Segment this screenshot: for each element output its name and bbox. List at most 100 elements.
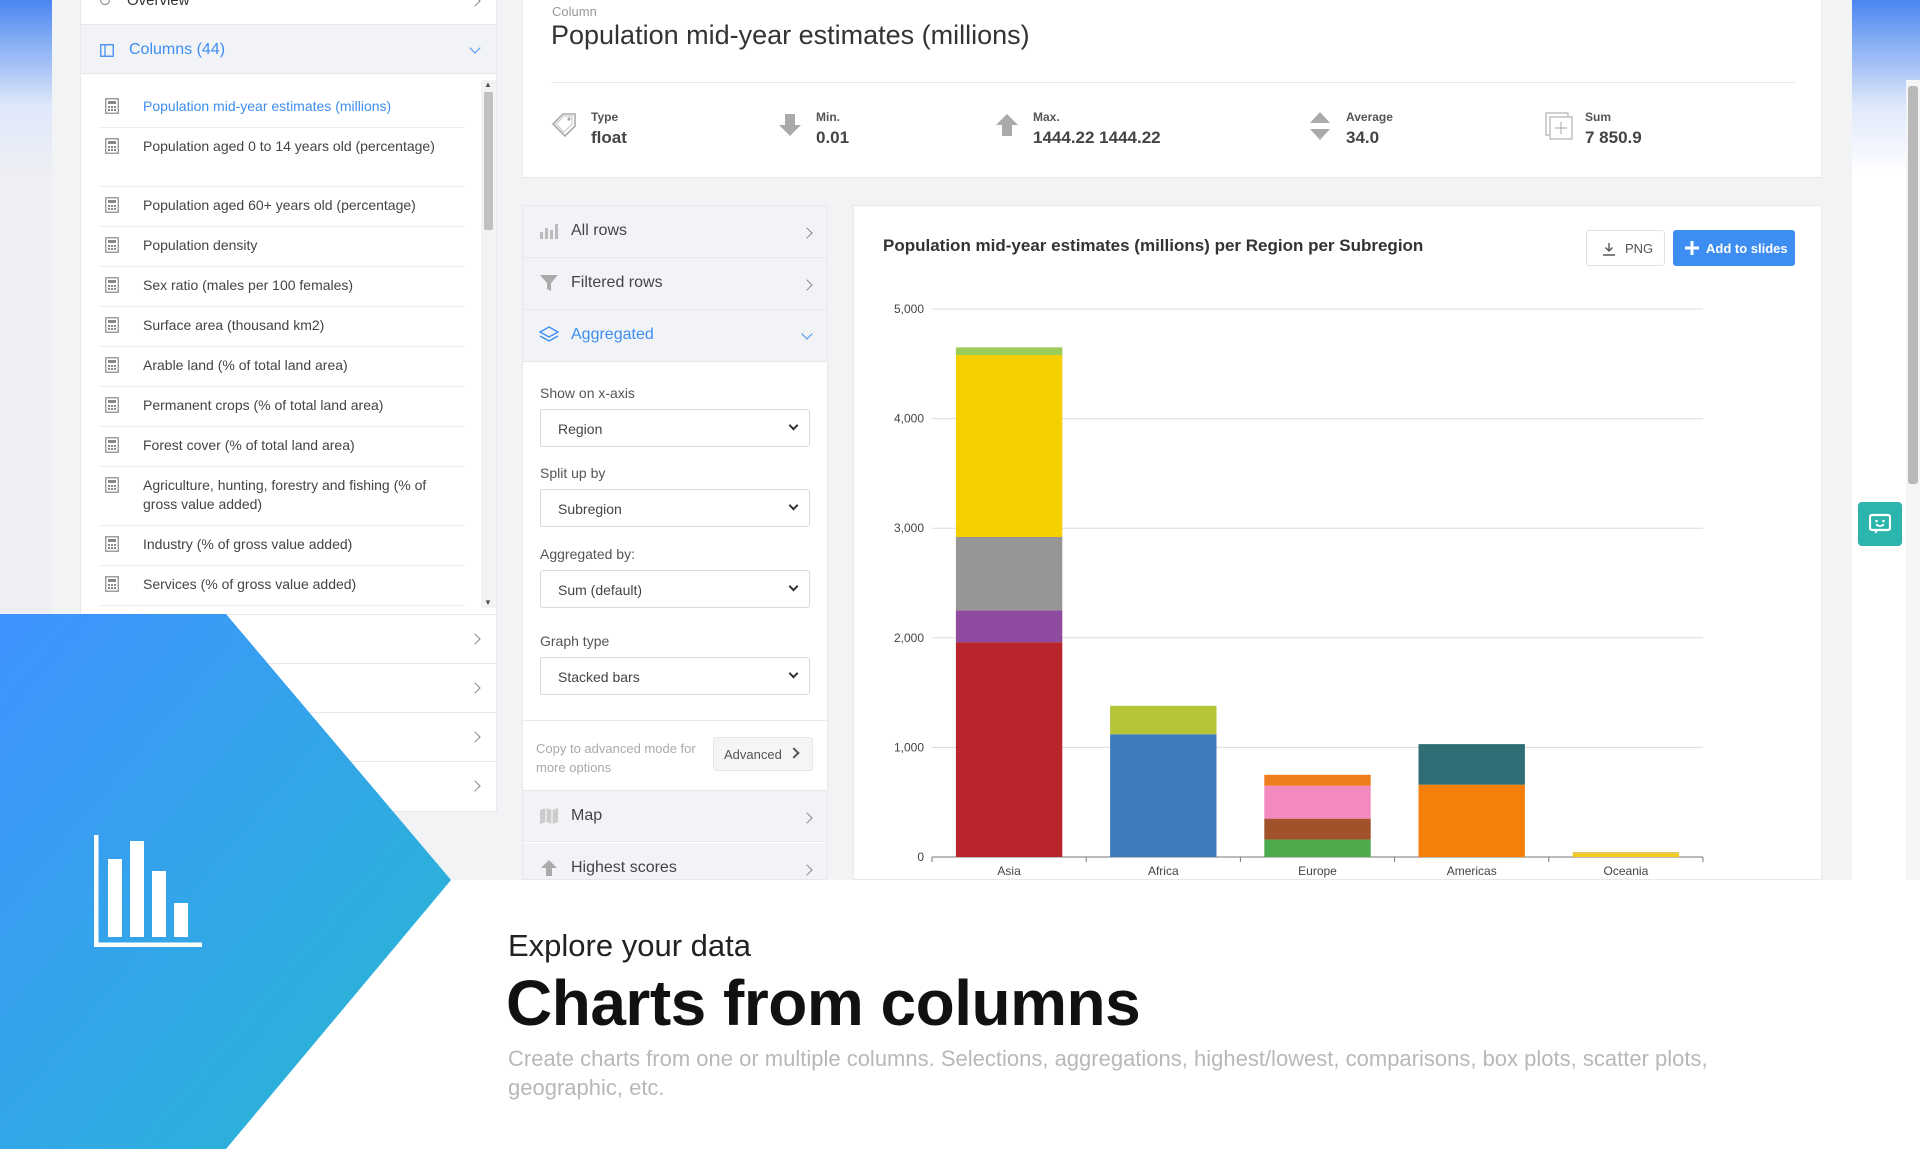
layers-icon: [539, 326, 559, 342]
chevron-right-icon: [801, 279, 813, 291]
option-label: Map: [571, 807, 603, 824]
chat-button[interactable]: [1858, 502, 1902, 546]
calculator-icon: [105, 576, 119, 592]
columns-section-header[interactable]: Columns (44): [81, 24, 496, 74]
select-value: Subregion: [558, 501, 622, 517]
option-all-rows[interactable]: All rows: [523, 206, 827, 258]
column-name: Population aged 0 to 14 years old (perce…: [143, 138, 435, 154]
sidebar-section-collapsed[interactable]: [81, 614, 496, 663]
stacked-bar-chart: 0 1,000 2,000 3,000 4,000 5,000 Asia Africa Euro…: [894, 302, 1704, 878]
select-value: Region: [558, 421, 603, 437]
option-aggregated[interactable]: Aggregated: [523, 310, 827, 362]
sidebar-section-collapsed[interactable]: [81, 663, 496, 712]
bar-segment: [955, 536, 1063, 611]
bar-chart-logo-icon: [94, 835, 202, 947]
x-tick-label: Americas: [1447, 864, 1497, 878]
scroll-up-arrow-icon[interactable]: ▲: [484, 80, 492, 89]
bar-segment: [1572, 852, 1680, 854]
calculator-icon: [105, 317, 119, 333]
column-name: Population aged 60+ years old (percentag…: [143, 197, 416, 213]
x-tick-label: Europe: [1298, 864, 1337, 878]
chevron-right-icon: [801, 227, 813, 239]
arrow-up-icon: [541, 860, 557, 876]
calculator-icon: [105, 277, 119, 293]
column-name: Sex ratio (males per 100 females): [143, 277, 354, 293]
page-scrollbar-thumb[interactable]: [1908, 86, 1918, 484]
option-map[interactable]: Map: [523, 790, 827, 842]
option-filtered-rows[interactable]: Filtered rows: [523, 258, 827, 310]
y-tick-label: 3,000: [894, 521, 924, 535]
option-highest-scores[interactable]: Highest scores: [523, 843, 827, 879]
column-list-item[interactable]: Arable land (% of total land area): [99, 347, 465, 387]
select-value: Sum (default): [558, 582, 643, 598]
chevron-down-icon: [788, 420, 799, 431]
calculator-icon: [105, 138, 119, 154]
sidebar-item-overview[interactable]: Overview: [81, 0, 496, 20]
chevron-right-icon: [469, 682, 481, 694]
column-list-item[interactable]: Industry (% of gross value added): [99, 526, 465, 566]
column-list-item[interactable]: Agriculture, hunting, forestry and fishi…: [99, 467, 465, 526]
stat-label: Min.: [816, 110, 840, 124]
divider: [523, 720, 827, 721]
chevron-right-icon: [788, 747, 800, 759]
select-value: Stacked bars: [558, 669, 640, 685]
column-list-scrollbar-thumb[interactable]: [484, 92, 493, 230]
bar-chart-icon: [540, 224, 558, 239]
bar-segment: [1264, 839, 1371, 857]
option-label: All rows: [571, 222, 628, 239]
y-tick-label: 5,000: [894, 302, 924, 316]
bar-segment: [1264, 774, 1371, 786]
calculator-icon: [105, 197, 119, 213]
overview-label: Overview: [127, 0, 190, 9]
column-list-item[interactable]: Surface area (thousand km2): [99, 307, 465, 347]
calculator-icon: [105, 477, 119, 493]
column-list-item[interactable]: Forest cover (% of total land area): [99, 427, 465, 467]
advanced-label: Advanced: [724, 747, 782, 762]
arrow-down-icon: [779, 114, 801, 136]
bar-segment: [1264, 818, 1371, 840]
bar-segment: [955, 642, 1063, 857]
download-png-button[interactable]: PNG: [1586, 230, 1665, 266]
split-label: Split up by: [540, 465, 606, 481]
column-list-item[interactable]: Population aged 0 to 14 years old (perce…: [99, 128, 465, 187]
option-label: Highest scores: [571, 859, 677, 876]
advanced-button[interactable]: Advanced: [713, 737, 813, 771]
calculator-icon: [105, 536, 119, 552]
scroll-down-arrow-icon[interactable]: ▼: [484, 598, 492, 607]
search-icon: [99, 0, 111, 6]
bar-segment: [1110, 705, 1217, 735]
calculator-icon: [105, 437, 119, 453]
x-axis-select[interactable]: Region: [540, 409, 810, 447]
column-list-item[interactable]: Services (% of gross value added): [99, 566, 465, 606]
y-tick-label: 0: [917, 850, 924, 864]
column-list-item[interactable]: Sex ratio (males per 100 females): [99, 267, 465, 307]
aggregation-label: Aggregated by:: [540, 546, 635, 562]
stat-value: 0.01: [816, 128, 850, 147]
bar-segment: [1572, 853, 1680, 857]
tag-icon: [551, 113, 576, 138]
x-tick-label: Africa: [1148, 864, 1179, 878]
banner-arrow-shape: [0, 614, 451, 1149]
add-to-slides-button[interactable]: Add to slides: [1673, 230, 1795, 266]
graph-type-select[interactable]: Stacked bars: [540, 657, 810, 695]
stat-value: 1444.22 1444.22: [1033, 128, 1161, 147]
y-tick-label: 2,000: [894, 631, 924, 645]
column-list-item[interactable]: Population mid-year estimates (millions): [99, 88, 465, 128]
plus-icon: [1685, 241, 1699, 255]
filter-icon: [540, 275, 558, 291]
aggregation-select[interactable]: Sum (default): [540, 570, 810, 608]
png-label: PNG: [1625, 241, 1654, 256]
column-list-item[interactable]: Population density: [99, 227, 465, 267]
chat-icon: [1869, 513, 1891, 534]
split-select[interactable]: Subregion: [540, 489, 810, 527]
download-icon: [1603, 243, 1615, 256]
bar-segment: [1418, 784, 1525, 857]
columns-icon: [100, 44, 114, 57]
y-tick-label: 1,000: [894, 740, 924, 754]
stat-value: 7 850.9: [1585, 128, 1642, 147]
x-tick-label: Asia: [997, 864, 1021, 878]
column-list-item[interactable]: Permanent crops (% of total land area): [99, 387, 465, 427]
column-list-item[interactable]: Population aged 60+ years old (percentag…: [99, 187, 465, 227]
column-name: Population mid-year estimates (millions): [143, 98, 392, 114]
calculator-icon: [105, 237, 119, 253]
